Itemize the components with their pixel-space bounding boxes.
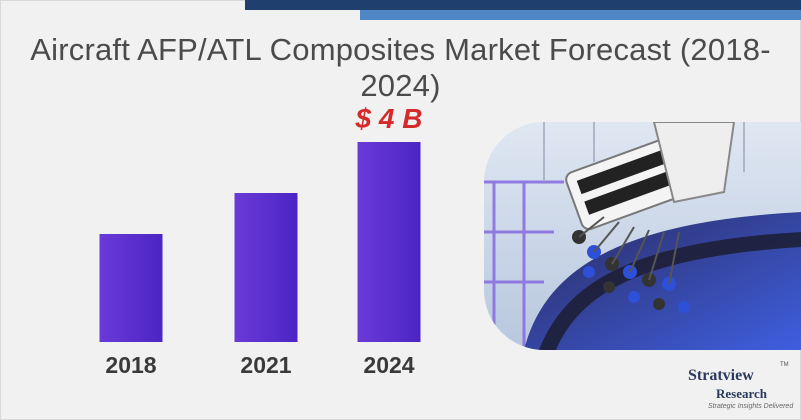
logo-tm: TM xyxy=(780,362,789,368)
stratview-logo: Stratview TM Research Strategic Insights… xyxy=(688,353,800,419)
top-stripe-light xyxy=(360,10,801,20)
logo-name: Stratview xyxy=(688,367,754,384)
bar-2024 xyxy=(357,142,421,342)
top-stripe-dark xyxy=(245,0,801,10)
tick-label-2021: 2021 xyxy=(240,352,291,378)
bar-2021 xyxy=(234,193,298,342)
logo-tagline: Strategic Insights Delivered xyxy=(708,403,794,410)
tick-label-2024: 2024 xyxy=(363,352,414,378)
bar-2018 xyxy=(99,234,163,342)
afp-machine-photo xyxy=(484,122,801,350)
chart-title: Aircraft AFP/ATL Composites Market Forec… xyxy=(30,32,771,103)
value-callout: $ 4 B xyxy=(355,103,423,134)
tick-label-2018: 2018 xyxy=(105,352,156,378)
logo-sub: Research xyxy=(716,386,768,401)
